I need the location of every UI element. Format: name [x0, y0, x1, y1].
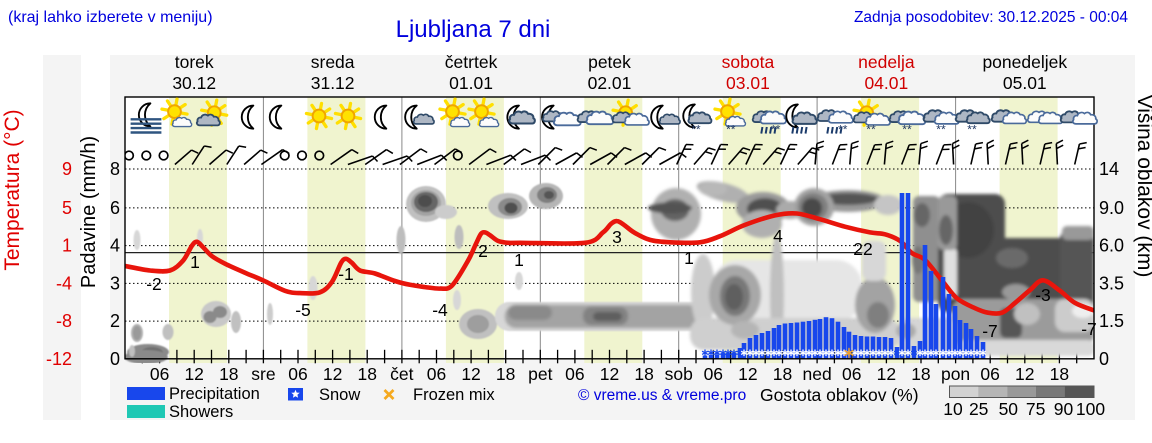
svg-text:3.5: 3.5 [1099, 273, 1124, 293]
svg-text:8: 8 [110, 159, 120, 179]
svg-text:22: 22 [853, 239, 872, 259]
svg-text:Zadnja posodobitev: 30.12.2025: Zadnja posodobitev: 30.12.2025 - 00:04 [854, 9, 1128, 26]
svg-text:12: 12 [1015, 364, 1034, 384]
svg-text:14: 14 [1099, 159, 1119, 179]
svg-text:-7: -7 [1081, 319, 1097, 339]
svg-text:pet: pet [528, 364, 552, 384]
svg-text:18: 18 [357, 364, 376, 384]
svg-text:1.5: 1.5 [1099, 311, 1124, 331]
svg-text:18: 18 [1050, 364, 1069, 384]
svg-text:75: 75 [1026, 399, 1045, 419]
svg-text:Ljubljana 7 dni: Ljubljana 7 dni [396, 16, 551, 43]
svg-text:05.01: 05.01 [1003, 73, 1047, 93]
svg-text:90: 90 [1054, 399, 1074, 419]
svg-text:© vreme.us & vreme.pro: © vreme.us & vreme.pro [578, 387, 746, 404]
svg-text:4: 4 [110, 236, 120, 256]
svg-text:Gostota oblakov (%): Gostota oblakov (%) [760, 385, 919, 405]
svg-text:-8: -8 [56, 311, 72, 331]
svg-text:ned: ned [803, 364, 832, 384]
svg-text:Temperatura (°C): Temperatura (°C) [1, 109, 24, 270]
svg-text:-4: -4 [432, 300, 448, 320]
svg-text:6: 6 [110, 198, 120, 218]
svg-text:12: 12 [184, 364, 203, 384]
svg-text:sreda: sreda [311, 52, 355, 72]
svg-text:6.0: 6.0 [1099, 236, 1124, 256]
svg-text:sre: sre [251, 364, 275, 384]
svg-text:06: 06 [150, 364, 169, 384]
svg-text:sobota: sobota [722, 52, 775, 72]
svg-text:06: 06 [842, 364, 861, 384]
svg-text:-12: -12 [46, 349, 72, 369]
svg-text:3: 3 [612, 227, 622, 247]
svg-text:ponedeljek: ponedeljek [982, 52, 1067, 72]
svg-text:nedelja: nedelja [858, 52, 915, 72]
svg-text:01.01: 01.01 [449, 73, 493, 93]
svg-text:9: 9 [62, 159, 72, 179]
svg-text:-4: -4 [56, 273, 72, 293]
svg-text:31.12: 31.12 [311, 73, 355, 93]
svg-text:Showers: Showers [169, 403, 233, 421]
svg-text:12: 12 [323, 364, 342, 384]
svg-text:5: 5 [62, 198, 72, 218]
svg-text:petek: petek [588, 52, 631, 72]
svg-text:18: 18 [496, 364, 515, 384]
svg-text:06: 06 [288, 364, 307, 384]
svg-text:18: 18 [219, 364, 238, 384]
svg-text:Višina oblakov (km): Višina oblakov (km) [1133, 95, 1152, 278]
svg-text:Precipitation: Precipitation [169, 385, 260, 403]
svg-text:06: 06 [704, 364, 723, 384]
svg-text:100: 100 [1076, 399, 1105, 419]
svg-text:03.01: 03.01 [726, 73, 770, 93]
svg-text:1: 1 [190, 252, 200, 272]
svg-text:čet: čet [390, 364, 413, 384]
svg-text:3: 3 [110, 273, 120, 293]
svg-text:04.01: 04.01 [864, 73, 908, 93]
svg-text:06: 06 [427, 364, 446, 384]
svg-text:0: 0 [1099, 349, 1109, 369]
svg-text:sob: sob [665, 364, 693, 384]
svg-text:pon: pon [941, 364, 970, 384]
svg-text:30.12: 30.12 [172, 73, 216, 93]
svg-text:-2: -2 [146, 274, 162, 294]
svg-text:12: 12 [738, 364, 757, 384]
svg-text:50: 50 [999, 399, 1019, 419]
svg-text:(kraj lahko izberete v meniju): (kraj lahko izberete v meniju) [8, 9, 213, 26]
svg-text:18: 18 [634, 364, 653, 384]
svg-text:Frozen mix: Frozen mix [413, 386, 495, 404]
svg-text:12: 12 [877, 364, 896, 384]
svg-text:06: 06 [565, 364, 584, 384]
svg-text:9.0: 9.0 [1099, 198, 1124, 218]
svg-text:-5: -5 [295, 300, 311, 320]
svg-text:-7: -7 [982, 321, 998, 341]
svg-text:4: 4 [773, 226, 783, 246]
svg-text:1: 1 [62, 236, 72, 256]
svg-text:1: 1 [514, 250, 524, 270]
svg-text:18: 18 [911, 364, 930, 384]
svg-text:-3: -3 [1035, 285, 1051, 305]
svg-text:10: 10 [943, 399, 963, 419]
svg-text:2: 2 [478, 241, 488, 261]
svg-text:-1: -1 [338, 264, 354, 284]
svg-text:25: 25 [969, 399, 988, 419]
svg-text:Padavine (mm/h): Padavine (mm/h) [78, 136, 100, 288]
svg-text:12: 12 [461, 364, 480, 384]
svg-text:2: 2 [110, 311, 120, 331]
svg-text:Snow: Snow [319, 386, 360, 404]
svg-text:0: 0 [110, 349, 120, 369]
svg-text:1: 1 [684, 248, 694, 268]
svg-text:12: 12 [600, 364, 619, 384]
svg-text:06: 06 [980, 364, 999, 384]
svg-text:18: 18 [773, 364, 792, 384]
svg-text:torek: torek [175, 52, 214, 72]
svg-text:02.01: 02.01 [588, 73, 632, 93]
svg-text:četrtek: četrtek [445, 52, 498, 72]
